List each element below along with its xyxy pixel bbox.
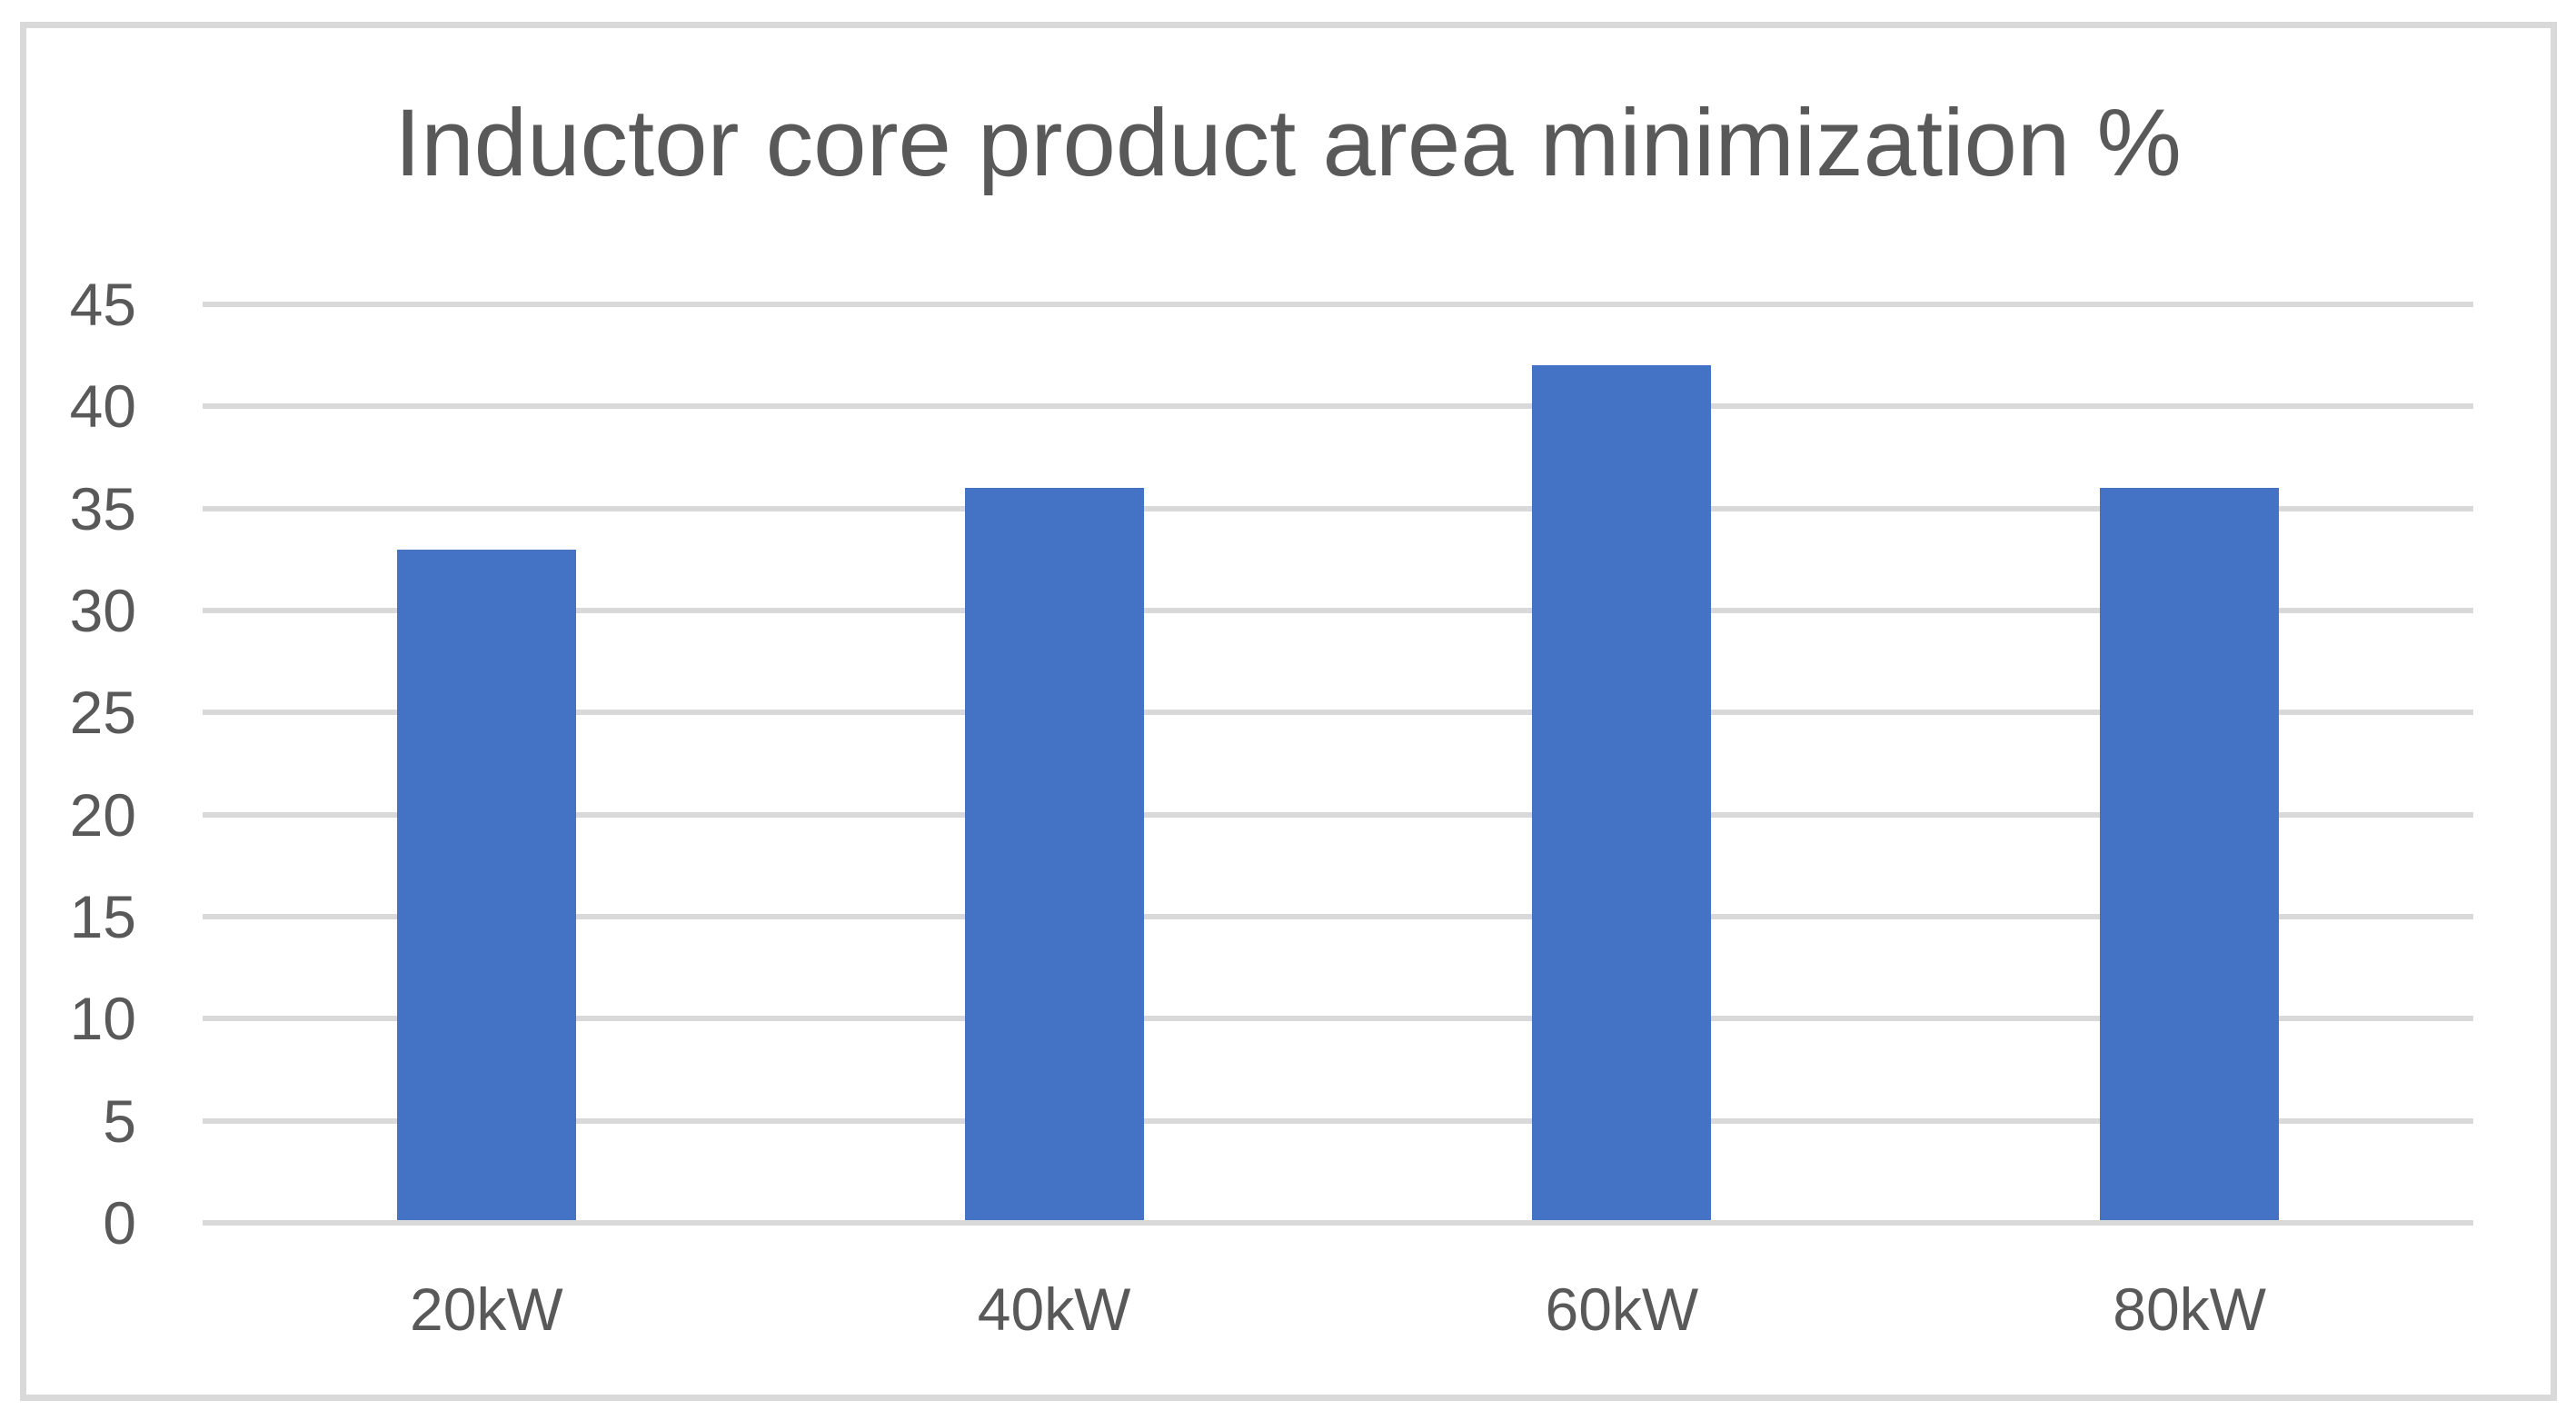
y-tick-label: 5 (103, 1087, 136, 1155)
x-category-label: 20kW (410, 1276, 563, 1343)
y-tick-label: 30 (69, 577, 136, 644)
gridline (203, 710, 2473, 716)
bar (2100, 488, 2280, 1220)
gridline (203, 403, 2473, 410)
y-tick-label: 40 (69, 372, 136, 441)
gridline (203, 1220, 2473, 1226)
gridline (203, 1016, 2473, 1022)
gridline (203, 302, 2473, 307)
y-tick-label: 20 (69, 780, 136, 849)
y-tick-label: 0 (103, 1189, 136, 1256)
gridline (203, 1117, 2473, 1124)
y-tick-label: 35 (69, 474, 136, 542)
x-category-label: 80kW (2113, 1276, 2266, 1343)
gridline (203, 608, 2473, 613)
y-tick-label: 45 (69, 271, 136, 338)
gridline (203, 505, 2473, 511)
chart-title: Inductor core product area minimization … (394, 90, 2182, 196)
y-tick-label: 25 (69, 679, 136, 747)
bar (964, 488, 1144, 1220)
bar (396, 549, 576, 1220)
x-category-label: 60kW (1545, 1276, 1699, 1343)
x-category-label: 40kW (977, 1276, 1131, 1343)
gridline (203, 811, 2473, 818)
y-tick-label: 15 (69, 883, 136, 950)
y-tick-label: 10 (69, 985, 136, 1053)
gridline (203, 914, 2473, 919)
bar (1532, 365, 1712, 1220)
